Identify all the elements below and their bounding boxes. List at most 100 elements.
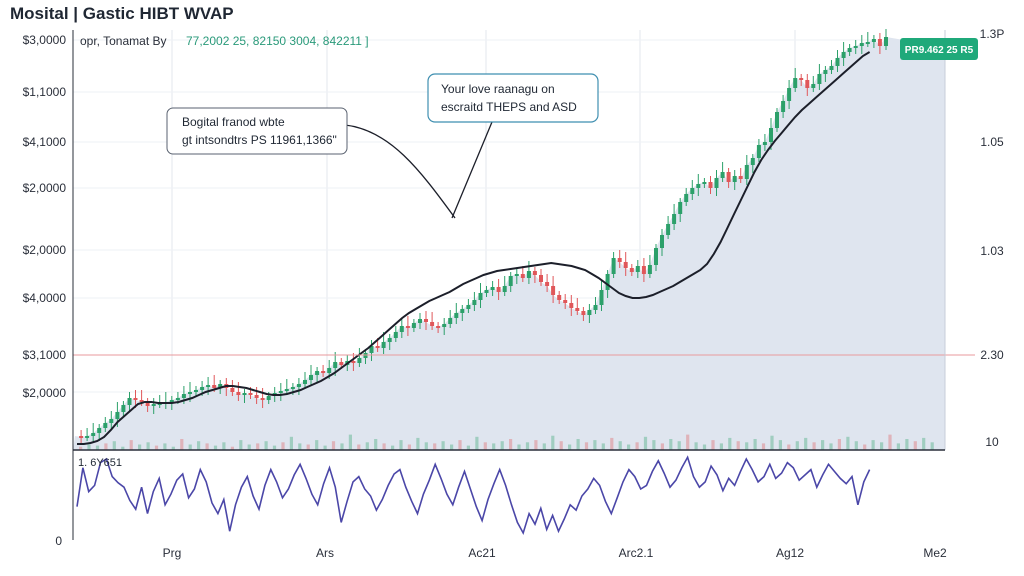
candle-body [829,66,834,70]
volume-bar [635,442,639,450]
volume-bar [492,443,496,450]
candle-body [817,74,822,84]
volume-bar [702,444,707,450]
volume-bar [584,442,589,450]
candle-body [454,313,459,318]
annotation-2-line-2: escraitd THEPS and ASD [441,100,577,114]
candle-body [551,286,556,295]
volume-bar [239,440,243,450]
left-axis-tick: $2,0000 [23,386,67,400]
candle-body [557,295,562,300]
candle-body [484,290,489,293]
volume-bar [728,437,732,450]
volume-bar [896,443,900,450]
volume-bar [677,441,681,450]
volume-bar [686,434,690,450]
candle-body [877,39,882,46]
volume-bar [424,442,428,450]
annotation-2-box [427,73,599,123]
candle-body [351,361,356,363]
volume-bar [121,446,125,450]
volume-bar [154,445,159,450]
candle-body [333,362,338,368]
candle-body [466,305,471,309]
left-axis: $3,0000 $1,1000 $4,1000 $2,0000 $2,0000 $4,00… [23,33,67,400]
candle-body [139,400,144,402]
annotation-1-line-1: Bogital franod wbte [182,115,285,129]
candle-body [212,385,217,388]
candle-body [823,70,828,74]
volume-bar [719,443,723,450]
candle-body [175,398,180,400]
volume-bar [913,441,917,450]
volume-bar [542,443,546,450]
vwap-line [77,51,871,445]
volume-bar [450,444,454,450]
x-axis: Prg Ars Ac21 Arc2.1 Ag12 Me2 0 [55,534,947,560]
candle-body [654,248,658,265]
candle-body [290,387,295,389]
candle-body [756,145,761,158]
candle-body [357,358,362,363]
candle-body [369,346,374,353]
annotation-2-callout-line [451,121,493,219]
x-axis-tick: Me2 [923,546,947,560]
candle-body [714,178,719,188]
volume-bar [804,437,808,450]
candle-body [85,436,90,438]
candle-body [399,326,404,332]
volume-bar [888,434,892,450]
volume-bar [736,441,740,450]
volume-bar [180,439,184,450]
candle-body [775,112,779,128]
volume-bar [795,441,799,450]
candle-body [526,271,531,278]
x-axis-tick: Prg [163,546,182,560]
volume-bar [576,439,580,450]
candle-body [430,322,435,326]
candle-body [593,305,598,310]
annotation-2-line-1: Your love raanagu on [441,82,555,96]
volume-bar [340,443,344,450]
candle-body [375,346,380,348]
volume-bar [129,440,133,450]
candle-body [690,188,695,194]
candle-body [508,276,513,286]
volume-bar [399,440,403,450]
volume-bar [778,440,782,450]
volume-bar [922,437,926,450]
candle-body [200,387,205,390]
candle-body [884,37,888,46]
candle-body [744,165,749,179]
candle-body [684,194,689,202]
volume-bar [871,440,875,450]
volume-bar [197,441,201,450]
volume-bar [205,443,209,450]
candle-body [315,371,320,375]
right-axis: 1.3P 1.05 1.03 2.30 10 [980,27,1005,449]
left-axis-tick: $1,1000 [23,85,67,99]
volume-bar [905,439,909,450]
volume-bar [357,444,361,450]
candle-body [871,39,876,42]
volume-bar [256,443,260,450]
volume-bar [770,435,774,450]
price-badge [900,38,978,60]
candle-body [194,390,198,392]
candle-body [769,128,773,142]
candle-body [532,271,537,275]
candle-body [109,419,114,423]
candle-body [490,287,495,290]
candle-body [781,101,786,112]
candle-body [254,395,259,398]
volume-bar [407,444,411,450]
candle-body [460,309,465,313]
candle-body [575,308,580,311]
volume-bar [289,436,293,450]
volume-bar [829,443,833,450]
candle-body [787,88,792,101]
volume-bar [247,444,251,450]
candle-body [563,300,568,303]
volume-bar [433,443,437,450]
candle-body [647,265,652,274]
